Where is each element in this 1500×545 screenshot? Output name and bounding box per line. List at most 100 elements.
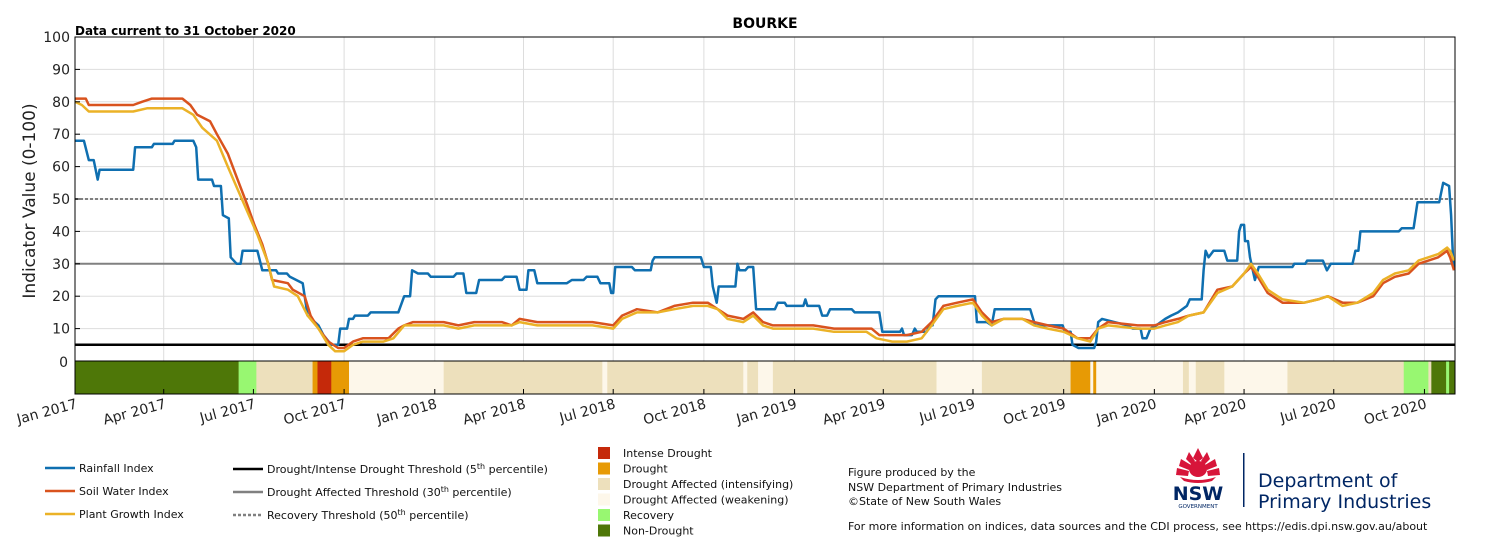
legend-label-plant-growth-index: Plant Growth Index: [79, 508, 184, 521]
legend-category-label-recovery: Recovery: [623, 509, 674, 522]
cdi-segment-drought-affected-intensifying: [607, 361, 744, 394]
y-tick-label: 30: [52, 257, 70, 273]
legend-category-swatch-intense-drought: [598, 447, 610, 459]
nsw-dpi-logo: NSW GOVERNMENT Department of Primary Ind…: [1173, 448, 1431, 513]
cdi-segment-drought-affected-intensifying: [1182, 361, 1190, 394]
y-tick-label: 40: [52, 224, 70, 240]
cdi-segment-drought-affected-weakening: [1188, 361, 1197, 394]
cdi-segment-drought: [331, 361, 336, 394]
legend-category-label-drought-affected-intensifying: Drought Affected (intensifying): [623, 478, 793, 491]
credit-line-2: NSW Department of Primary Industries: [848, 481, 1062, 494]
legend-threshold-label-50: Recovery Threshold (50th percentile): [267, 508, 469, 523]
cdi-segment-intense-drought: [317, 361, 332, 394]
chart-title: BOURKE: [732, 16, 797, 32]
cdi-segment-drought-affected-weakening: [602, 361, 608, 394]
x-tick-label: Oct 2017: [282, 396, 348, 428]
legend-category-swatch-recovery: [598, 509, 610, 521]
x-tick-label: Jan 2020: [1094, 396, 1159, 428]
x-tick-label: Jul 2018: [557, 396, 617, 426]
legend-category-swatch-non-drought: [598, 524, 610, 537]
cdi-segment-drought-affected-weakening: [1267, 361, 1288, 394]
waratah-icon: [1176, 448, 1220, 483]
y-axis-label: Indicator Value (0-100): [20, 103, 40, 298]
y-tick-label: 100: [43, 30, 70, 46]
cdi-segment-drought-affected-intensifying: [981, 361, 989, 394]
cdi-segment-drought-affected-intensifying: [747, 361, 759, 394]
y-tick-label: 50: [52, 192, 70, 208]
more-info-text: For more information on indices, data so…: [848, 520, 1428, 533]
legend-category-swatch-drought: [598, 462, 610, 475]
dept-line-2: Primary Industries: [1258, 491, 1431, 513]
legend-category-swatch-drought-affected-weakening: [598, 493, 610, 506]
y-tick-label: 10: [52, 322, 70, 338]
x-tick-label: Apr 2020: [1182, 396, 1248, 428]
nsw-wordmark: NSW: [1173, 483, 1224, 505]
cdi-bar-frame: [74, 360, 1456, 395]
series-soil-water-index: [75, 97, 1456, 350]
x-tick-label: Apr 2018: [461, 396, 527, 428]
series-plant-growth-index: [74, 100, 1456, 353]
x-tick-label: Jan 2019: [734, 396, 799, 428]
cdi-segment-drought-affected-intensifying: [443, 361, 603, 394]
x-tick-label: Jul 2019: [917, 396, 977, 426]
credit-line-3: ©State of New South Wales: [848, 495, 1001, 508]
cdi-segment-drought-affected-weakening: [1096, 361, 1184, 394]
series-rainfall-index: [75, 139, 1456, 350]
cdi-segment-drought-affected-intensifying: [1287, 361, 1405, 394]
legend-thresholds: Drought/Intense Drought Threshold (5th p…: [233, 462, 548, 523]
legend-category-label-drought-affected-weakening: Drought Affected (weakening): [623, 494, 789, 507]
dept-line-1: Department of: [1258, 470, 1399, 492]
cdi-segment-drought-affected-weakening: [1090, 361, 1094, 394]
cdi-segment-recovery: [238, 361, 257, 394]
legend-category-label-drought: Drought: [623, 463, 668, 476]
cdi-segment-recovery: [1403, 361, 1429, 394]
x-tick-label: Jul 2020: [1278, 396, 1338, 426]
x-ticks: Jan 2017 Apr 2017 Jul 2017 Oct 2017 Jan 2018…: [14, 389, 1428, 429]
cdi-segment-drought: [312, 361, 318, 394]
cdi-segment-recovery: [1446, 361, 1450, 394]
cdi-segment-drought-affected-intensifying: [772, 361, 937, 394]
cdi-segment-non-drought: [1431, 361, 1447, 394]
cdi-segment-non-drought: [1449, 361, 1456, 394]
legend-threshold-label-30: Drought Affected Threshold (30th percent…: [267, 485, 512, 500]
legend-series: Rainfall Index Soil Water Index Plant Grow…: [45, 462, 184, 521]
series-layer: [74, 97, 1456, 353]
x-tick-label: Jan 2018: [374, 396, 439, 428]
cdi-segment-drought-affected-weakening: [1252, 361, 1269, 394]
legend-label-rainfall-index: Rainfall Index: [79, 462, 154, 475]
cdi-bar: [75, 361, 1456, 394]
y-tick-label: 90: [52, 62, 70, 78]
legend-category-swatch-drought-affected-intensifying: [598, 478, 610, 490]
cdi-segment-drought-affected-weakening: [758, 361, 774, 394]
legend-category-label-intense-drought: Intense Drought: [623, 447, 713, 460]
cdi-segment-drought-affected-intensifying: [256, 361, 313, 394]
cdi-segment-non-drought: [75, 361, 239, 394]
legend-category-label-non-drought: Non-Drought: [623, 525, 694, 538]
credits: Figure produced by the NSW Department of…: [848, 466, 1428, 533]
x-tick-label: Jan 2017: [14, 396, 79, 428]
legend-categories: Intense Drought Drought Drought Affected (…: [598, 447, 793, 538]
cdi-segment-drought: [335, 361, 350, 394]
cdi-segment-drought: [1070, 361, 1091, 394]
cdi-bar-zero-label: 0: [59, 355, 68, 371]
legend-threshold-label-5: Drought/Intense Drought Threshold (5th p…: [267, 462, 548, 477]
x-tick-label: Oct 2020: [1362, 396, 1428, 428]
credit-line-1: Figure produced by the: [848, 466, 976, 479]
x-tick-label: Jul 2017: [197, 396, 257, 426]
y-tick-label: 20: [52, 289, 70, 305]
cdi-segment-drought-affected-weakening: [743, 361, 748, 394]
x-tick-label: Oct 2018: [642, 396, 708, 428]
cdi-segment-drought-affected-intensifying: [1428, 361, 1432, 394]
y-tick-label: 80: [52, 95, 70, 111]
x-tick-label: Apr 2019: [821, 396, 887, 428]
cdi-segment-drought-affected-intensifying: [987, 361, 1071, 394]
cdi-segment-drought-affected-intensifying: [1195, 361, 1225, 394]
cdi-segment-drought-affected-weakening: [936, 361, 983, 394]
government-wordmark: GOVERNMENT: [1178, 504, 1218, 510]
logo-divider: [1243, 453, 1245, 507]
cdi-segment-drought: [1093, 361, 1097, 394]
y-tick-label: 60: [52, 160, 70, 176]
y-ticks: 10 20 30 40 50 60 70 80 90 100: [43, 30, 80, 362]
